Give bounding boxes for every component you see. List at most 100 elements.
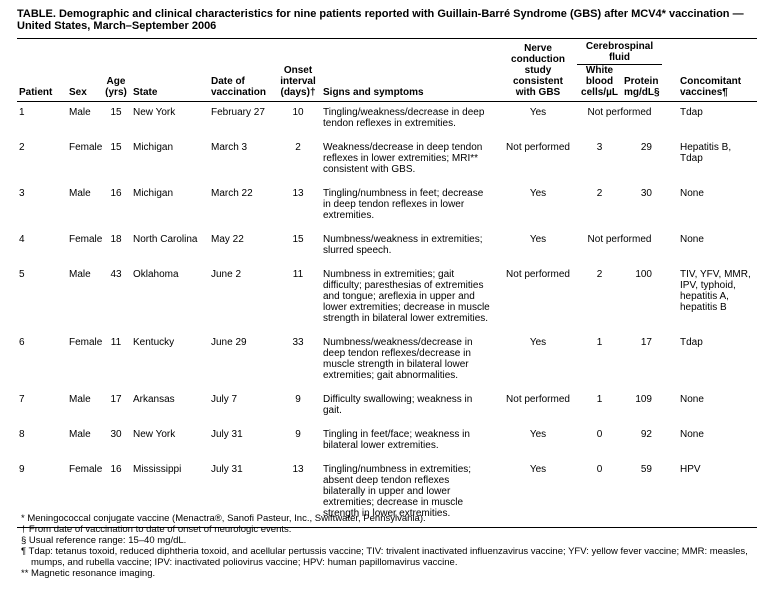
table-row: 5 Male 43 Oklahoma June 2 11 Numbness in extre… bbox=[17, 264, 757, 332]
table-cell: 0 bbox=[596, 464, 603, 475]
table-cell: 11 bbox=[292, 269, 304, 280]
table-cell: Numbness/weakness/decrease in deep tendo… bbox=[323, 337, 473, 381]
table-cell: TIV, YFV, MMR, IPV, typhoid, hepatitis A… bbox=[680, 269, 751, 313]
table-cell: Difficulty swallowing; weakness in gait. bbox=[323, 394, 473, 416]
header-line: Age bbox=[106, 76, 126, 87]
header-line: Patient bbox=[19, 87, 53, 98]
table-cell: 3 bbox=[19, 188, 25, 199]
table-row: 9 Female 16 Mississippi July 31 13 Tingling/nu… bbox=[17, 459, 757, 528]
table-row: 1 Male 15 New York February 27 10 Tingling/wea… bbox=[17, 102, 757, 138]
table-cell: 2 bbox=[295, 142, 301, 153]
table-cell: 8 bbox=[19, 429, 25, 440]
header-row: White blood cells/µL Protein mg/dL§ bbox=[17, 64, 757, 102]
header-line: (yrs) bbox=[105, 87, 127, 98]
header-line: consistent bbox=[512, 76, 563, 87]
header-line: Sex bbox=[69, 87, 87, 98]
table-cell: New York bbox=[133, 107, 176, 118]
table-cell: 2 bbox=[596, 269, 603, 280]
table-cell: 1 bbox=[19, 107, 25, 118]
table-cell: 33 bbox=[292, 337, 304, 348]
table-cell: Numbness in extremities; gait difficulty… bbox=[323, 269, 490, 324]
table-cell: Mississippi bbox=[133, 464, 182, 475]
table-cell: 16 bbox=[110, 188, 122, 199]
header-line: vaccines¶ bbox=[680, 87, 728, 98]
column-header: Nerve conduction study consistent with GBS bbox=[499, 38, 577, 102]
table-cell: 1 bbox=[596, 337, 603, 348]
table-cell: Not performed bbox=[506, 142, 570, 153]
table-cell: 9 bbox=[295, 429, 301, 440]
column-header: Signs and symptoms bbox=[319, 38, 499, 102]
table-cell: Michigan bbox=[133, 188, 174, 199]
table-body: 1 Male 15 New York February 27 10 Tingling/wea… bbox=[17, 102, 757, 528]
table-row: 4 Female 18 North Carolina May 22 15 Numbness/… bbox=[17, 229, 757, 264]
table-cell: Michigan bbox=[133, 142, 174, 153]
table-cell: Weakness/decrease in deep tendon reflexe… bbox=[323, 142, 483, 175]
table-cell: 9 bbox=[19, 464, 25, 475]
table-cell: Yes bbox=[529, 234, 547, 245]
table-cell: 59 bbox=[640, 464, 652, 475]
table-cell: 13 bbox=[292, 188, 304, 199]
column-header: Protein mg/dL§ bbox=[622, 64, 662, 102]
table-cell: July 31 bbox=[211, 429, 243, 440]
table-cell: 0 bbox=[596, 429, 603, 440]
table-cell: Male bbox=[69, 188, 91, 199]
footnote: † From date of vaccination to date of on… bbox=[21, 524, 292, 535]
table-cell: Yes bbox=[529, 188, 547, 199]
table-row: 3 Male 16 Michigan March 22 13 Tingling/numbne… bbox=[17, 183, 757, 229]
table-cell: 11 bbox=[110, 337, 122, 348]
header-line: Nerve bbox=[524, 43, 552, 54]
table-cell: Male bbox=[69, 394, 91, 405]
table-cell: None bbox=[680, 234, 704, 245]
table-cell: HPV bbox=[680, 464, 701, 475]
table-cell: 6 bbox=[19, 337, 25, 348]
table-cell: July 31 bbox=[211, 464, 243, 475]
table-cell: Tingling in feet/face; weakness in bilat… bbox=[323, 429, 470, 451]
table-cell: 10 bbox=[292, 107, 304, 118]
column-header: Patient bbox=[17, 38, 67, 102]
header-row: Patient Sex Age (yrs) State Date of vaccinatio… bbox=[17, 38, 757, 102]
header-line: (days)† bbox=[280, 87, 316, 98]
table-cell: May 22 bbox=[211, 234, 244, 245]
table-cell: 16 bbox=[110, 464, 122, 475]
table-title: TABLE. Demographic and clinical characte… bbox=[17, 8, 744, 32]
table-row: 8 Male 30 New York July 31 9 Tingling in feet/… bbox=[17, 424, 757, 459]
footnote: ** Magnetic resonance imaging. bbox=[21, 568, 156, 579]
table-cell: 4 bbox=[19, 234, 25, 245]
column-header: Sex bbox=[67, 38, 103, 102]
header-line: Protein bbox=[624, 76, 659, 87]
table-cell: 15 bbox=[110, 142, 122, 153]
header-line: Date of bbox=[211, 76, 245, 87]
footnote: * Meningococcal conjugate vaccine (Menac… bbox=[21, 513, 426, 524]
table-row: 7 Male 17 Arkansas July 7 9 Difficulty swallow… bbox=[17, 389, 757, 424]
table-cell: Tingling/weakness/decrease in deep tendo… bbox=[323, 107, 485, 129]
table-cell: June 29 bbox=[211, 337, 247, 348]
table-cell: None bbox=[680, 188, 704, 199]
table-cell: 29 bbox=[640, 142, 652, 153]
table-cell: Tingling/numbness in feet; decrease in d… bbox=[323, 188, 484, 221]
header-line: blood bbox=[585, 76, 614, 87]
table-cell: Female bbox=[69, 464, 103, 475]
table-row: 2 Female 15 Michigan March 3 2 Weakness/decrea… bbox=[17, 137, 757, 183]
column-header: Concomitant vaccines¶ bbox=[662, 38, 757, 102]
table-cell: Yes bbox=[529, 429, 547, 440]
table-cell: Not performed bbox=[587, 107, 652, 118]
table-cell: Male bbox=[69, 429, 91, 440]
table-cell: Not performed bbox=[506, 269, 570, 280]
table-cell: Male bbox=[69, 107, 91, 118]
table-cell: Male bbox=[69, 269, 91, 280]
table-cell: 17 bbox=[640, 337, 652, 348]
table-cell: 30 bbox=[640, 188, 652, 199]
column-header: Date of vaccination bbox=[209, 38, 277, 102]
header-line: White bbox=[585, 65, 614, 76]
table-cell: 15 bbox=[110, 107, 122, 118]
table-cell: Arkansas bbox=[133, 394, 175, 405]
table-cell: 92 bbox=[640, 429, 652, 440]
table-cell: Oklahoma bbox=[133, 269, 179, 280]
header-line: vaccination bbox=[211, 87, 267, 98]
table-cell: Hepatitis B, Tdap bbox=[680, 142, 732, 164]
table-cell: 100 bbox=[635, 269, 652, 280]
column-header: State bbox=[129, 38, 209, 102]
table-cell: New York bbox=[133, 429, 176, 440]
footnote: § Usual reference range: 15–40 mg/dL. bbox=[21, 535, 187, 546]
